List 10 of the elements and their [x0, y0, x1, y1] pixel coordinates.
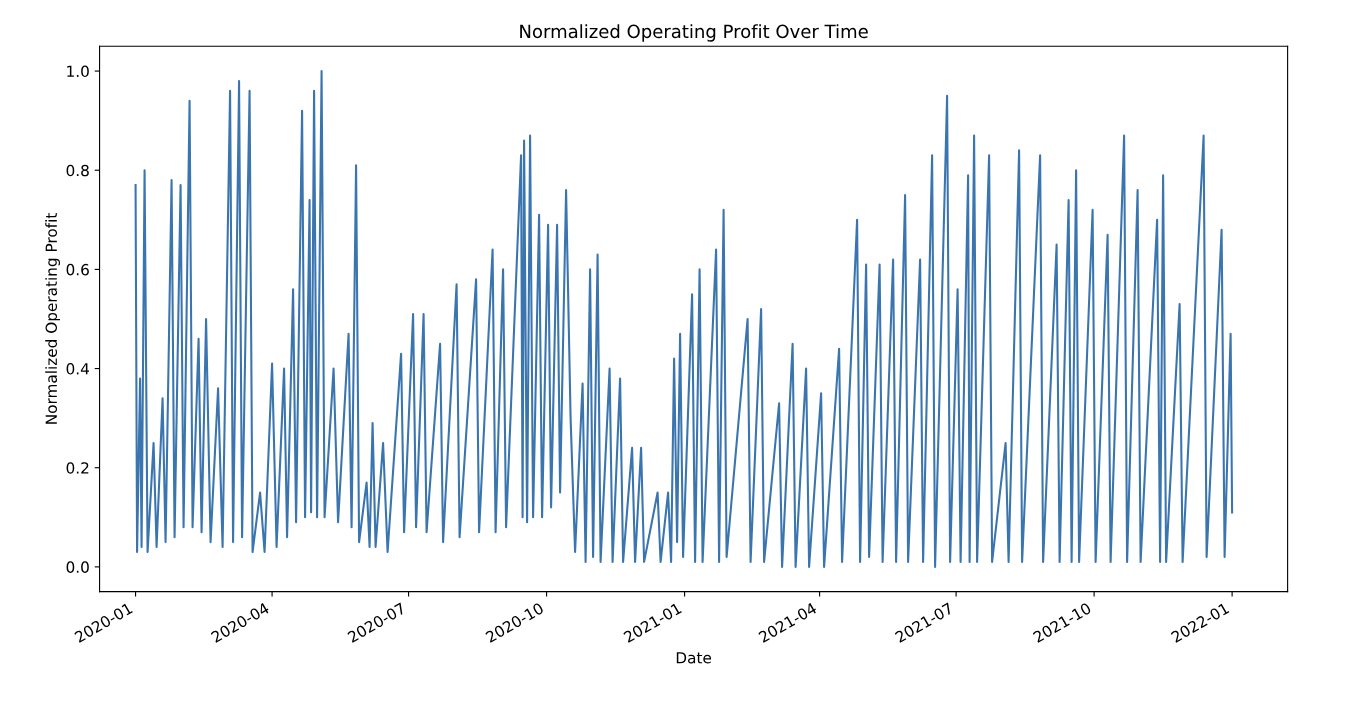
y-axis-title: Normalized Operating Profit	[45, 213, 60, 424]
y-tick-label: 0.8	[66, 164, 89, 177]
y-tick-label: 1.0	[67, 65, 89, 78]
y-tick-label: 0.0	[66, 561, 89, 573]
y-tick-label: 0.6	[66, 263, 89, 276]
x-axis-title: Date	[676, 652, 712, 664]
y-tick-label: 0.2	[66, 462, 89, 474]
line-series	[134, 70, 1234, 568]
chart-title: Normalized Operating Profit Over Time	[520, 24, 868, 42]
y-tick-label: 0.4	[66, 363, 89, 375]
